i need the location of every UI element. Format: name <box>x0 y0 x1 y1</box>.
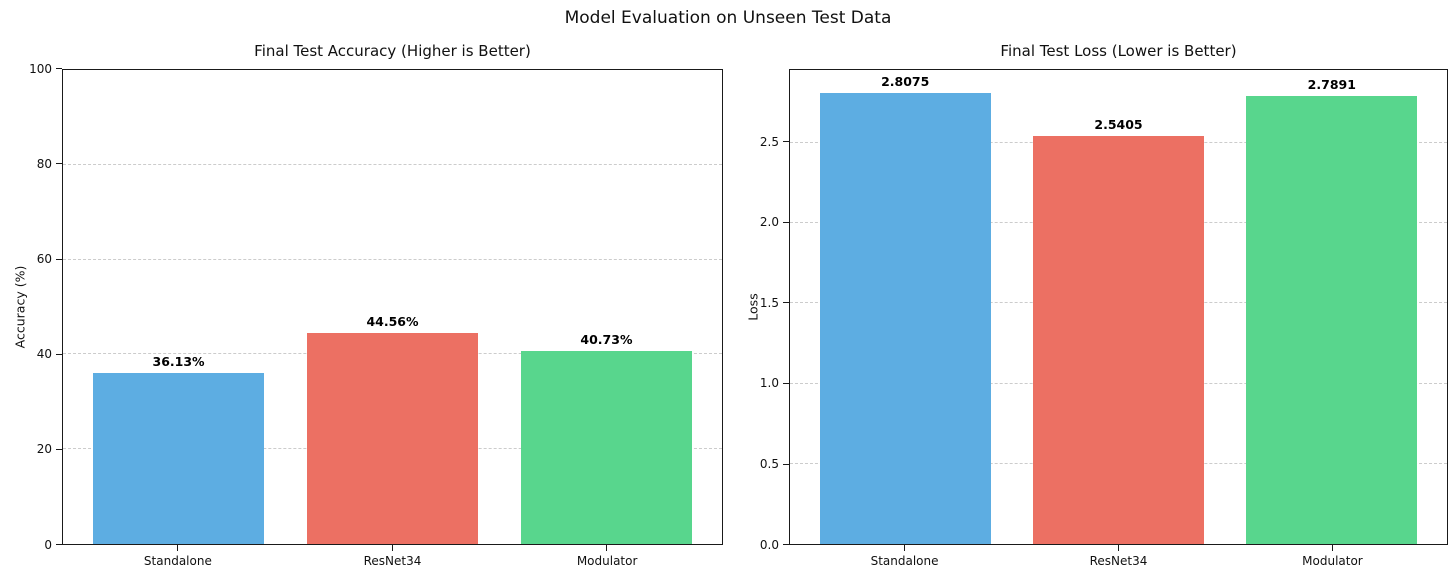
y-tick-label: 40 <box>36 347 52 362</box>
y-tick-mark <box>56 258 62 260</box>
bar-resnet34 <box>306 332 479 544</box>
y-tick-label: 1.5 <box>759 295 779 310</box>
x-tick-label-modulator: Modulator <box>1302 554 1363 568</box>
figure-title: Model Evaluation on Unseen Test Data <box>564 8 892 28</box>
x-tick-mark <box>177 545 179 551</box>
y-tick-label: 20 <box>36 442 52 457</box>
y-tick-mark <box>56 353 62 355</box>
bar-value-label: 36.13% <box>152 353 205 369</box>
y-tick-mark <box>783 141 789 143</box>
y-tick-label: 60 <box>36 251 52 266</box>
x-tick-label-resnet34: ResNet34 <box>363 554 422 568</box>
bar-modulator <box>520 350 693 544</box>
x-tick-mark <box>1117 545 1119 551</box>
bar-value-label: 40.73% <box>580 331 633 347</box>
y-tick-label: 2.0 <box>759 215 779 230</box>
chart-title: Final Test Accuracy (Higher is Better) <box>254 42 531 60</box>
x-tick-label-standalone: Standalone <box>870 554 939 568</box>
y-tick-mark <box>56 449 62 451</box>
x-tick-mark <box>391 545 393 551</box>
x-tick-mark <box>606 545 608 551</box>
x-tick-mark <box>1331 545 1333 551</box>
bar-modulator <box>1246 96 1418 544</box>
y-tick-mark <box>783 221 789 223</box>
y-tick-mark <box>783 302 789 304</box>
bar-value-label: 44.56% <box>366 313 419 329</box>
bar-standalone <box>92 372 265 544</box>
bar-standalone <box>819 93 991 544</box>
y-tick-mark <box>783 544 789 546</box>
y-tick-mark <box>783 383 789 385</box>
y-tick-label: 100 <box>29 61 52 76</box>
plot-area: 36.13% 44.56% 40.73% <box>62 69 723 545</box>
x-tick-label-modulator: Modulator <box>576 554 638 568</box>
y-tick-mark <box>56 68 62 70</box>
x-tick-mark <box>903 545 905 551</box>
bar-resnet34 <box>1033 136 1204 544</box>
y-tick-label: 80 <box>36 156 52 171</box>
y-tick-label: 1.0 <box>759 376 779 391</box>
y-tick-label: 2.5 <box>759 134 779 149</box>
y-tick-label: 0.5 <box>759 456 779 471</box>
x-tick-label-standalone: Standalone <box>143 554 212 568</box>
chart-title: Final Test Loss (Lower is Better) <box>1000 42 1237 60</box>
bar-value-label: 2.7891 <box>1307 77 1356 93</box>
bar-value-label: 2.5405 <box>1094 117 1143 133</box>
y-tick-mark <box>783 463 789 465</box>
plot-area: 2.8075 2.5405 2.7891 <box>789 69 1448 545</box>
y-tick-mark <box>56 163 62 165</box>
gridline <box>63 258 722 260</box>
y-tick-label: 0.0 <box>759 537 779 552</box>
y-tick-label: 0 <box>44 537 52 552</box>
bar-value-label: 2.8075 <box>881 74 930 90</box>
gridline <box>63 163 722 165</box>
y-tick-mark <box>56 544 62 546</box>
x-tick-label-resnet34: ResNet34 <box>1089 554 1148 568</box>
